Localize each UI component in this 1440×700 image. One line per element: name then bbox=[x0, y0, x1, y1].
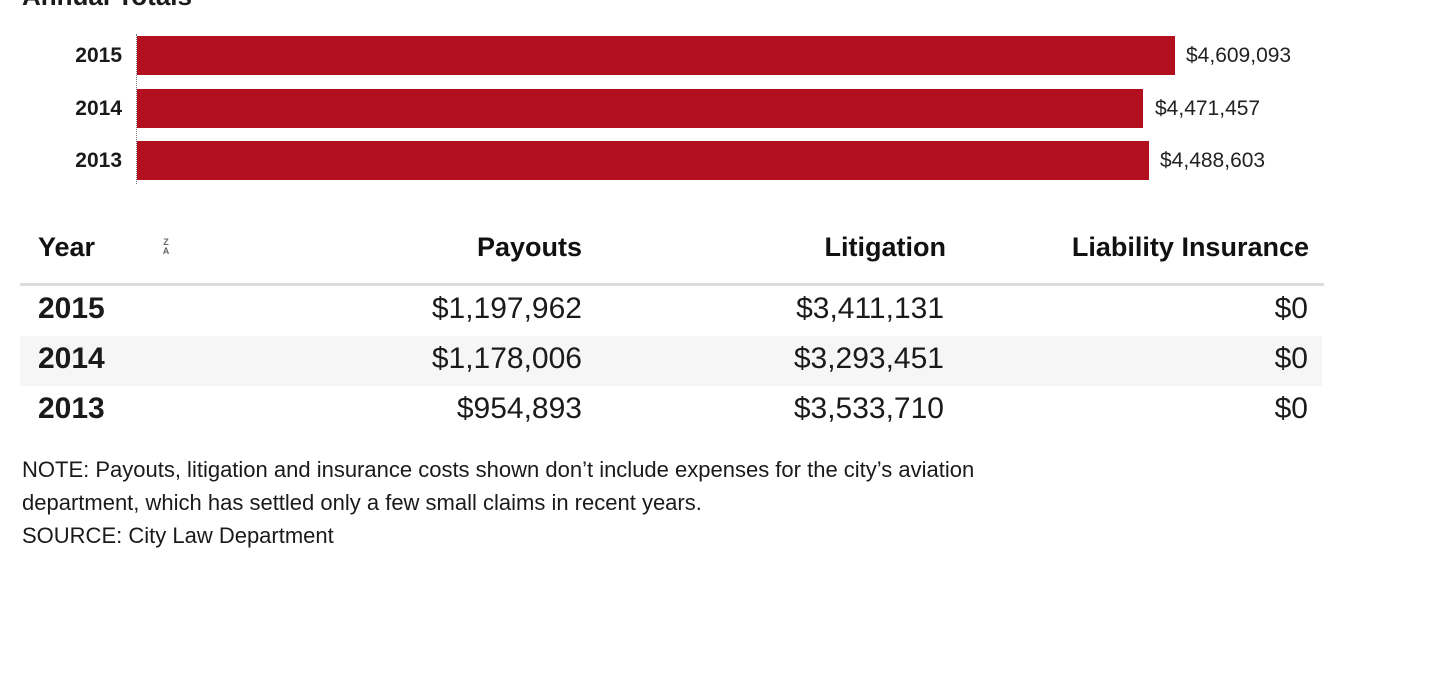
bar-row-2014: 2014 $4,471,457 bbox=[0, 89, 1440, 129]
sort-icon-top: Z bbox=[163, 237, 169, 247]
bar-label: 2015 bbox=[75, 44, 122, 67]
header-payouts[interactable]: Payouts bbox=[476, 232, 582, 262]
source-line: SOURCE: City Law Department bbox=[22, 523, 334, 548]
data-table: Year Z A Payouts Litigation Liability In… bbox=[20, 222, 1324, 436]
cell-litigation: $3,293,451 bbox=[793, 342, 944, 375]
bar-label: 2014 bbox=[75, 97, 122, 120]
cell-payouts: $1,197,962 bbox=[431, 292, 582, 325]
table-row: 2014 $1,178,006 $3,293,451 $0 bbox=[20, 336, 1322, 386]
bar-value: $4,471,457 bbox=[1155, 97, 1261, 120]
table-row: 2015 $1,197,962 $3,411,131 $0 bbox=[20, 286, 1324, 336]
sort-icon-bottom: A bbox=[162, 246, 170, 256]
cell-year: 2015 bbox=[38, 292, 105, 325]
annual-totals-bar-chart: 2015 $4,609,093 2014 $4,471,457 2013 $4,… bbox=[0, 0, 1440, 200]
bar-label: 2013 bbox=[75, 149, 122, 172]
bar-value: $4,609,093 bbox=[1186, 44, 1292, 67]
header-litigation[interactable]: Litigation bbox=[824, 232, 946, 262]
footnotes: NOTE: Payouts, litigation and insurance … bbox=[22, 453, 1422, 552]
chart-title: Annual Totals bbox=[22, 0, 192, 9]
note-line-2: department, which has settled only a few… bbox=[22, 490, 702, 515]
bar-row-2015: 2015 $4,609,093 bbox=[0, 36, 1440, 76]
table-header: Year Z A Payouts Litigation Liability In… bbox=[20, 222, 1324, 286]
cell-liability-insurance: $0 bbox=[1274, 392, 1308, 425]
cell-payouts: $1,178,006 bbox=[431, 342, 582, 375]
cell-liability-insurance: $0 bbox=[1274, 342, 1308, 375]
note-line-1: NOTE: Payouts, litigation and insurance … bbox=[22, 457, 975, 482]
cell-litigation: $3,411,131 bbox=[796, 292, 944, 325]
cell-year: 2014 bbox=[38, 342, 105, 375]
cell-payouts: $954,893 bbox=[456, 392, 582, 425]
y-axis-line bbox=[136, 34, 137, 184]
bar-value: $4,488,603 bbox=[1160, 149, 1266, 172]
table-row: 2013 $954,893 $3,533,710 $0 bbox=[20, 386, 1324, 436]
cell-liability-insurance: $0 bbox=[1274, 292, 1308, 325]
bar bbox=[137, 89, 1143, 128]
cell-litigation: $3,533,710 bbox=[793, 392, 944, 425]
bar-row-2013: 2013 $4,488,603 bbox=[0, 141, 1440, 181]
sort-z-a-icon[interactable]: Z A bbox=[160, 238, 172, 256]
header-year[interactable]: Year bbox=[38, 232, 96, 262]
bar bbox=[137, 141, 1149, 180]
bar bbox=[137, 36, 1175, 75]
cell-year: 2013 bbox=[38, 392, 105, 425]
header-liability-insurance[interactable]: Liability Insurance bbox=[1071, 232, 1309, 262]
